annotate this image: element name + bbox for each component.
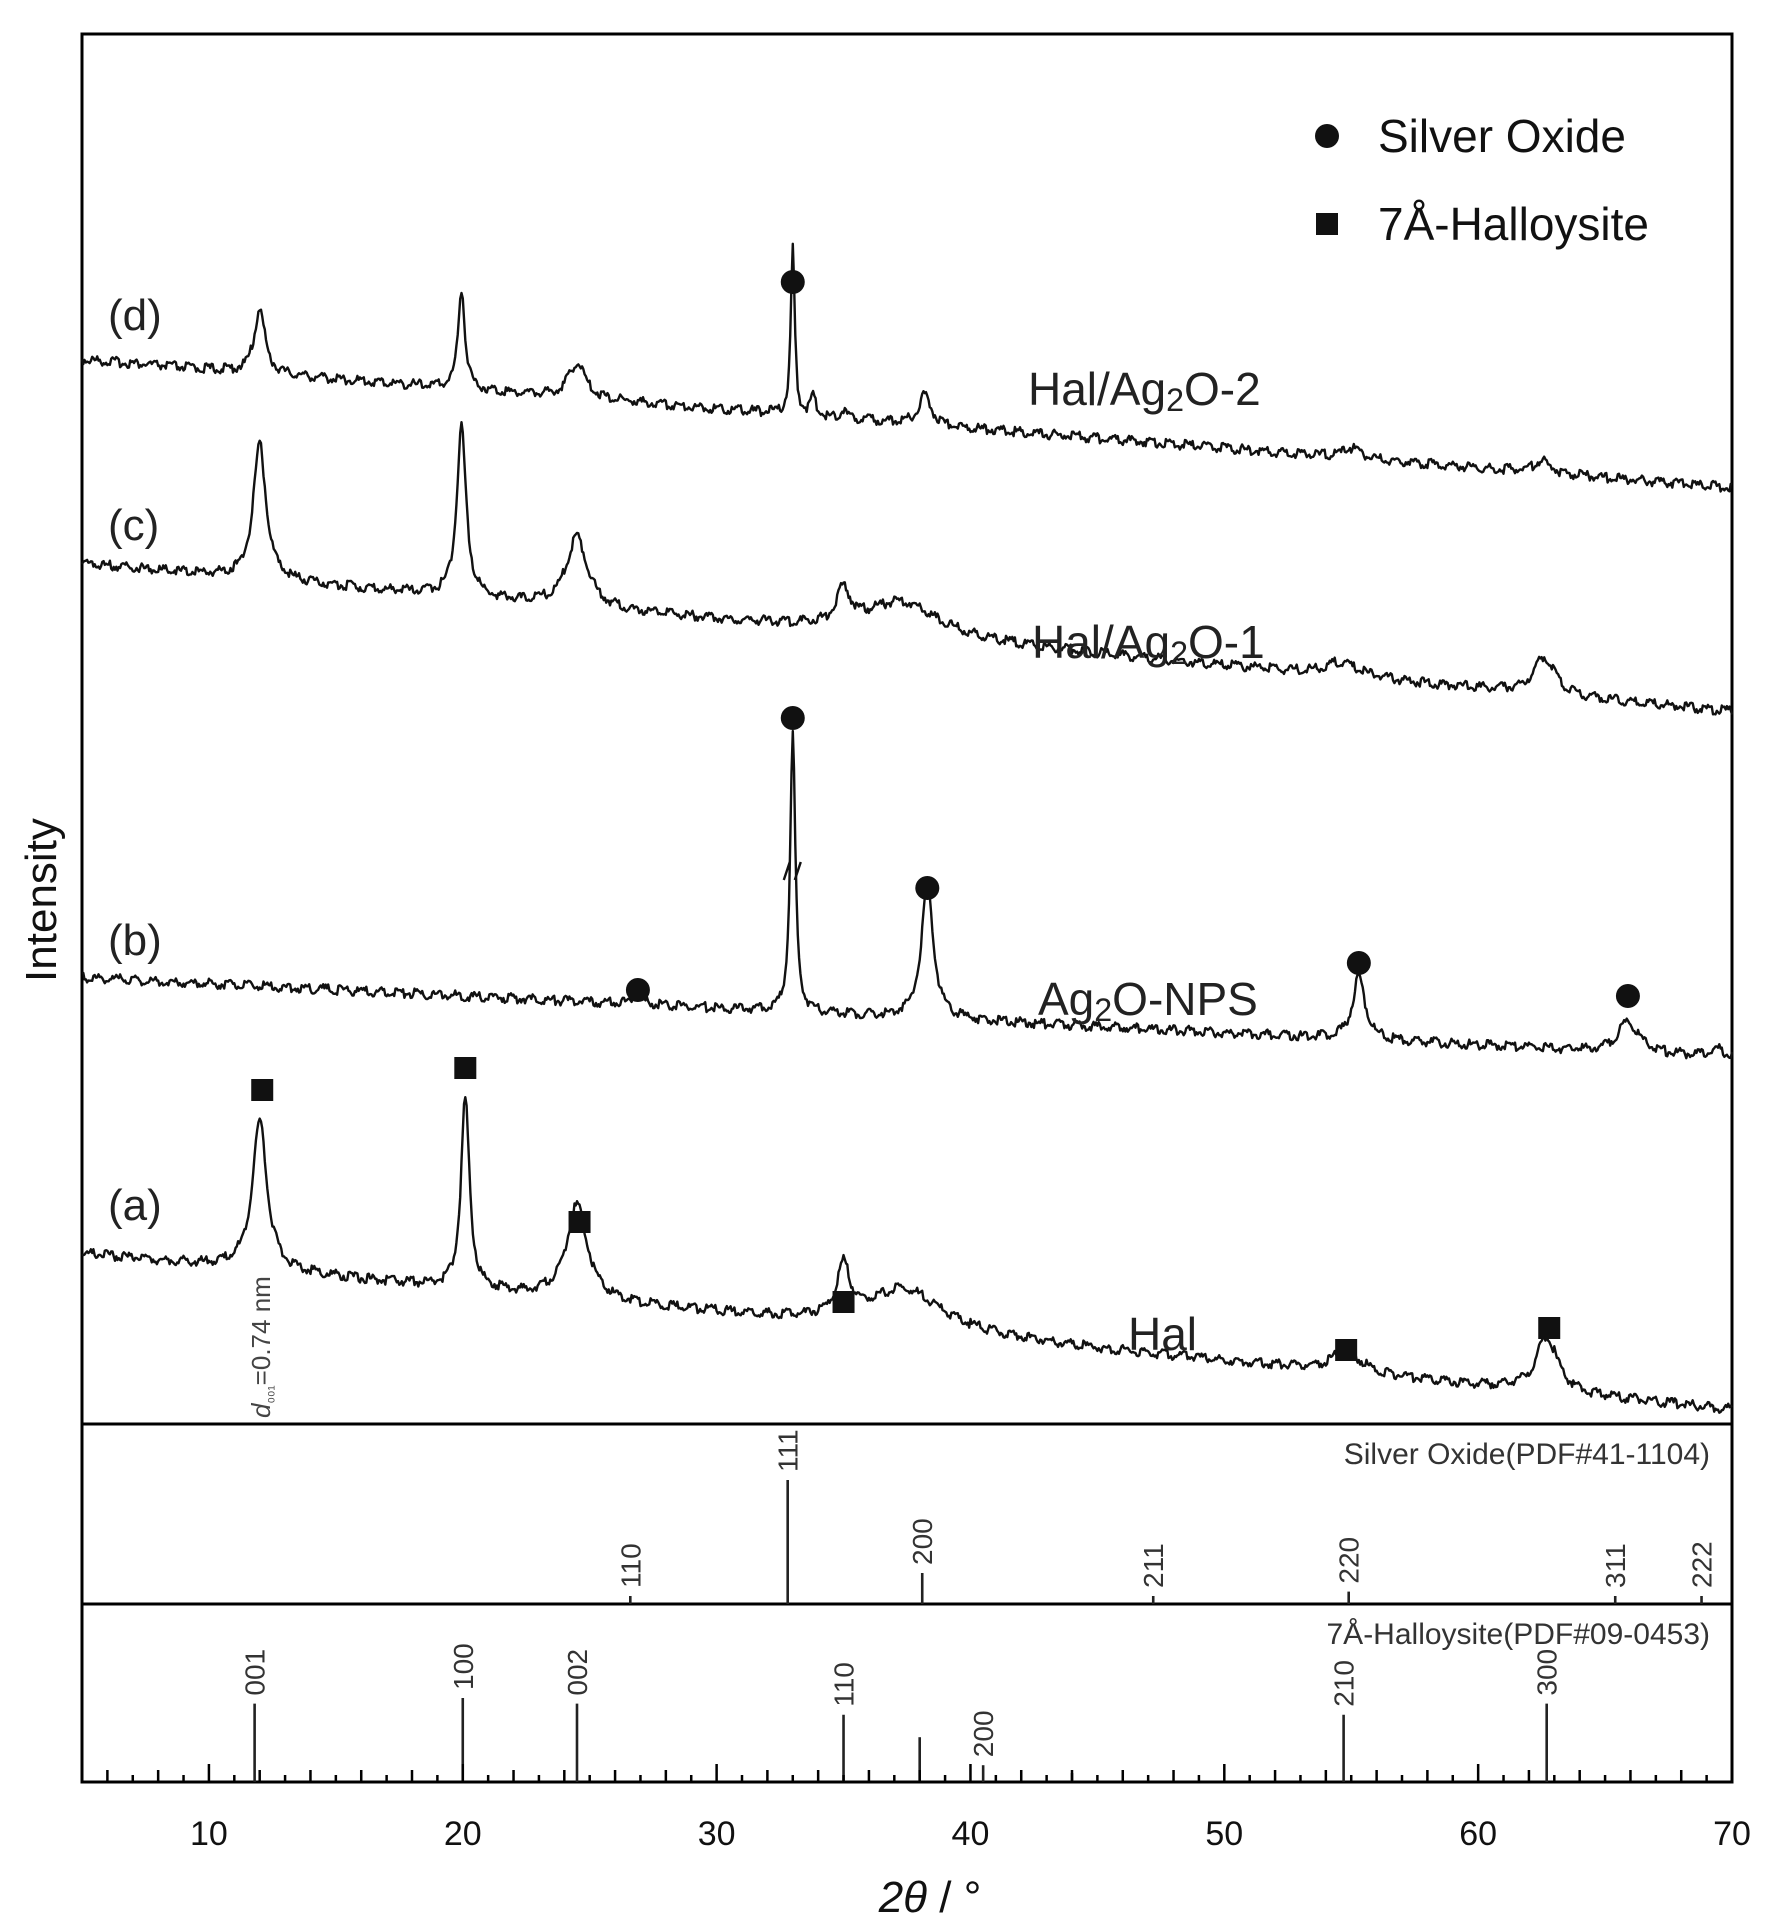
marker-circle-b-2 [915, 876, 940, 900]
ref-hkl-1-3: 110 [829, 1662, 860, 1707]
ref-hkl-0-0: 110 [615, 1543, 646, 1588]
marker-square-a-3 [832, 1291, 855, 1313]
peak-markers [251, 270, 1640, 1361]
annotation-d001: d₀₀₁=0.74 nm [246, 1276, 277, 1418]
legend: Silver Oxide 7Å-Halloysite [1315, 110, 1649, 250]
x-axis: 10 20 30 40 50 60 70 2θ / ° Intensity [17, 818, 1751, 1922]
x-tick-label-70: 70 [1713, 1815, 1751, 1853]
ref-hkl-0-3: 211 [1138, 1543, 1169, 1588]
marker-square-a-5 [1538, 1317, 1561, 1339]
x-tick-label-20: 20 [444, 1815, 482, 1853]
marker-circle-b-0 [625, 978, 650, 1002]
legend-label-0: Silver Oxide [1378, 110, 1626, 162]
marker-circle-b-4 [1615, 984, 1640, 1008]
ref-hkl-1-8: 300 [1532, 1649, 1563, 1696]
x-tick-label-40: 40 [952, 1815, 990, 1853]
x-tick-label-30: 30 [698, 1815, 736, 1853]
x-tick-label-10: 10 [190, 1815, 228, 1853]
series-name-c: Hal/Ag2O-1 [1032, 616, 1265, 671]
x-tick-label-60: 60 [1459, 1815, 1497, 1853]
ref-title-1: 7Å-Halloysite(PDF#09-0453) [1327, 1618, 1711, 1651]
axis-break-mark [782, 861, 802, 881]
series-tag-a: (a) [108, 1181, 162, 1230]
marker-square-a-0 [251, 1079, 274, 1101]
ref-hkl-0-4: 220 [1334, 1537, 1365, 1584]
series-line-b [81, 729, 1734, 1060]
series-labels: (d) Hal/Ag2O-2 (c) Hal/Ag2O-1 (b) Ag2O-NPS (a)… [108, 291, 1265, 1418]
series-name-d: Hal/Ag2O-2 [1028, 363, 1261, 418]
marker-square-a-1 [454, 1057, 477, 1079]
series-name-a: Hal [1128, 1308, 1197, 1360]
series-name-b: Ag2O-NPS [1038, 973, 1258, 1028]
marker-circle-d-0 [780, 270, 805, 294]
ref-hkl-1-5: 200 [968, 1710, 999, 1757]
marker-circle-b-3 [1346, 951, 1371, 975]
legend-marker-circle [1315, 124, 1339, 148]
ref-hkl-1-7: 210 [1329, 1660, 1360, 1707]
x-tick-label-50: 50 [1205, 1815, 1243, 1853]
series-tag-b: (b) [108, 916, 162, 965]
marker-square-a-2 [568, 1211, 591, 1233]
ref-hkl-1-2: 002 [562, 1649, 593, 1696]
series-tag-d: (d) [108, 291, 162, 340]
ref-hkl-1-1: 100 [448, 1643, 479, 1690]
plot-frame [80, 32, 1734, 1784]
series-tag-c: (c) [108, 501, 159, 550]
series-line-c [80, 421, 1734, 716]
ref-hkl-0-1: 111 [773, 1429, 804, 1472]
series-line-a [81, 1096, 1733, 1414]
ref-hkl-1-0: 001 [240, 1649, 271, 1696]
marker-circle-b-1 [780, 706, 805, 730]
ref-hkl-0-6: 222 [1687, 1541, 1718, 1588]
ref-hkl-0-2: 200 [907, 1518, 938, 1565]
ref-title-0: Silver Oxide(PDF#41-1104) [1344, 1438, 1710, 1471]
series-line-d [80, 242, 1733, 493]
panel-frames [80, 32, 1734, 1784]
y-axis-label: Intensity [17, 818, 66, 982]
x-axis-label: 2θ / ° [878, 1873, 982, 1922]
legend-label-1: 7Å-Halloysite [1378, 198, 1649, 250]
legend-marker-square [1316, 213, 1338, 235]
reference-patterns: Silver Oxide(PDF#41-1104) 110 111 200 211 220… [240, 1429, 1718, 1782]
xrd-traces [80, 242, 1734, 1414]
ref-hkl-0-5: 311 [1600, 1543, 1631, 1588]
marker-square-a-4 [1335, 1339, 1358, 1361]
